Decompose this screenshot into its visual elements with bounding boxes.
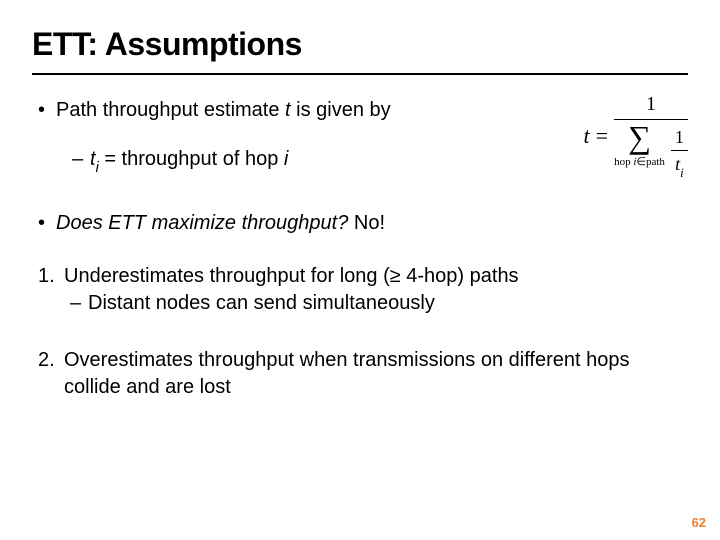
sigma-subscript: hop i∈path [614, 155, 665, 170]
slide-title: ETT: Assumptions [32, 26, 688, 75]
inner-den-i: i [680, 166, 684, 180]
b2-question: Does ETT maximize throughput? [56, 212, 348, 234]
numbered-1: 1. Underestimates throughput for long (≥… [32, 263, 688, 317]
sigma-icon: ∑ [628, 121, 651, 153]
numbered-2: 2. Overestimates throughput when transmi… [32, 347, 688, 401]
formula-outer-fraction: 1 ∑ hop i∈path 1 ti [614, 91, 688, 180]
formula: t = 1 ∑ hop i∈path 1 [583, 91, 688, 180]
numbered-1-text: Underestimates throughput for long (≥ 4-… [64, 263, 688, 290]
slide-container: ETT: Assumptions • Path throughput estim… [0, 0, 720, 401]
inner-denominator: ti [675, 151, 684, 180]
b2-answer: No! [348, 212, 385, 234]
numbered-2-text: Overestimates throughput when transmissi… [64, 347, 688, 401]
sub-var-t: t [90, 148, 96, 170]
outer-denominator: ∑ hop i∈path 1 ti [614, 120, 688, 180]
bullet-group-1: • Path throughput estimate t is given by… [32, 97, 555, 194]
bullet-1-text: Path throughput estimate t is given by [56, 97, 555, 124]
bullet-dot: • [38, 210, 56, 237]
formula-lhs: t [583, 121, 595, 151]
page-number: 62 [692, 515, 706, 530]
list-number-2: 2. [38, 347, 64, 401]
bullet-2-text: Does ETT maximize throughput? No! [56, 210, 688, 237]
b1-part2: is given by [291, 99, 391, 121]
slide-body: • Path throughput estimate t is given by… [32, 97, 688, 401]
list-number-1: 1. [38, 263, 64, 290]
outer-numerator: 1 [614, 91, 688, 119]
sub-hop-i: i [284, 148, 288, 170]
row-bullet-1-and-formula: • Path throughput estimate t is given by… [32, 97, 688, 194]
sub-eq-text: = throughput of hop [99, 148, 284, 170]
bullet-1-sub: – ti = throughput of hop i [38, 146, 555, 176]
formula-eq: = [596, 121, 614, 151]
inner-fraction: 1 ti [671, 125, 688, 180]
bullet-2: • Does ETT maximize throughput? No! [32, 210, 688, 237]
bullet-1: • Path throughput estimate t is given by… [32, 97, 555, 176]
sigma-sub-a: hop [614, 156, 633, 168]
dash-marker: – [70, 290, 88, 317]
bullet-1-sub-text: ti = throughput of hop i [90, 146, 555, 176]
sigma-block: ∑ hop i∈path [614, 122, 665, 170]
bullet-dot: • [38, 97, 56, 124]
dash-marker: – [72, 146, 90, 176]
numbered-1-sub: – Distant nodes can send simultaneously [38, 290, 688, 317]
inner-numerator: 1 [671, 125, 688, 150]
sub-var-i: i [96, 160, 99, 176]
numbered-1-sub-text: Distant nodes can send simultaneously [88, 290, 688, 317]
b1-part1: Path throughput estimate [56, 99, 285, 121]
sigma-sub-b: ∈path [636, 156, 665, 168]
